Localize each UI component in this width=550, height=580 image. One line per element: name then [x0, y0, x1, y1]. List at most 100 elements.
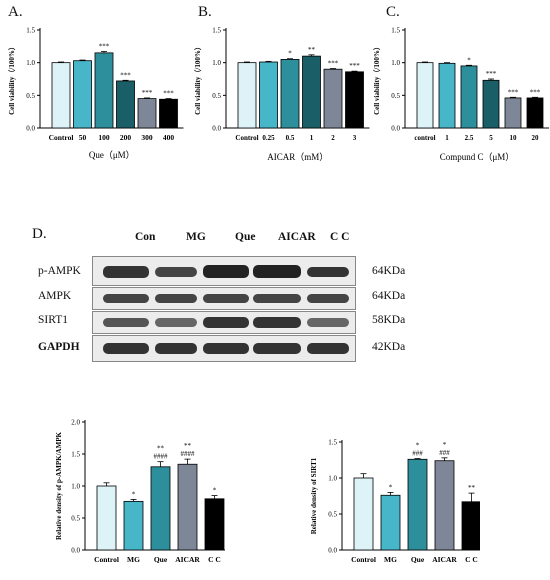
significance-label: * [132, 490, 136, 498]
x-tick-label: 0.25 [262, 134, 275, 142]
blot-label-gapdh: GAPDH [38, 341, 80, 353]
significance-label: ** [157, 445, 165, 453]
x-tick-label: 10 [510, 134, 518, 142]
chart-p-ampk-density: 0.0 0.5 1.0 1.5 2.0 Relative density of p-AMP… [55, 419, 225, 564]
y-axis-label: Cell viability（/100%） [373, 43, 381, 115]
bar [259, 61, 278, 129]
x-axis-label: Compund C（μM） [440, 152, 515, 162]
bar [177, 463, 198, 551]
bar [526, 97, 544, 129]
blot-row-p-ampk [92, 256, 356, 286]
significance-label: *** [530, 88, 541, 96]
y-tick-label: 0.0 [328, 547, 337, 555]
y-tick-label: 1.5 [391, 27, 400, 35]
y-tick-label: 1.0 [328, 475, 337, 483]
x-tick-label: control [414, 134, 435, 142]
x-tick-label: Que [154, 555, 168, 564]
x-tick-label: Control [49, 133, 74, 142]
y-tick-label: 0.5 [71, 515, 80, 523]
bar [204, 498, 225, 551]
x-tick-label: AICAR [432, 555, 457, 564]
panel-label-b: B. [198, 4, 212, 20]
significance-label: *** [508, 88, 519, 96]
bar [280, 59, 300, 129]
panel-label-a: A. [8, 4, 23, 20]
x-tick-label: Control [351, 555, 376, 564]
significance-label: * [467, 56, 471, 64]
x-tick-label: Control [235, 134, 258, 142]
x-tick-label: 100 [98, 133, 110, 142]
x-tick-label: 2.5 [465, 134, 474, 142]
lane-label-con: Con [135, 231, 156, 243]
panel-label-c: C. [386, 4, 400, 20]
significance-label: * [443, 441, 447, 449]
y-tick-label: 0.0 [212, 125, 221, 133]
bar [353, 477, 374, 551]
bar [94, 52, 114, 129]
significance-label: * [389, 483, 393, 491]
y-tick-label: 0.5 [391, 92, 400, 100]
y-axis-label: Cell viability（/100%） [8, 43, 16, 115]
x-tick-label: 2 [331, 134, 335, 142]
bar [302, 55, 321, 129]
bar [407, 458, 428, 551]
significance-label: *** [99, 43, 110, 51]
y-axis-label: Cell viability（/100%） [194, 43, 202, 115]
bar [123, 500, 144, 551]
x-tick-label: Control [94, 555, 119, 564]
blot-row-sirt1 [92, 311, 356, 334]
x-tick-label: 1 [445, 134, 449, 142]
kda-p-ampk: 64KDa [372, 265, 406, 277]
y-axis-label: Relative density of p-AMPK/AMPK [55, 431, 63, 539]
x-tick-label: 300 [141, 133, 153, 142]
x-axis-label: AICAR（mM） [267, 152, 328, 162]
y-tick-label: 0.0 [391, 125, 400, 133]
bar [137, 98, 157, 129]
bar [116, 80, 135, 129]
significance-label: ** [468, 484, 476, 492]
chart-que-viability: 0.0 0.5 1.0 1.5 Cell viability（/100%） Control… [8, 27, 184, 160]
bar [237, 62, 257, 129]
kda-ampk: 64KDa [372, 290, 406, 302]
chart-compound-c-viability: 0.0 0.5 1.0 1.5 Cell viability（/100%） control… [373, 27, 549, 162]
x-tick-label: MG [384, 555, 397, 564]
lane-label-que: Que [235, 231, 256, 243]
kda-sirt1: 58KDa [372, 314, 406, 326]
chart-aicar-viability: 0.0 0.5 1.0 1.5 Cell viability（/100%） Control… [194, 27, 370, 162]
y-tick-label: 1.5 [212, 27, 221, 35]
x-tick-label: 3 [353, 134, 357, 142]
x-tick-label: 400 [163, 133, 175, 142]
x-tick-label: 50 [79, 133, 87, 142]
significance-label: ** [308, 46, 316, 54]
x-tick-label: AICAR [175, 555, 200, 564]
x-tick-label: 20 [532, 134, 540, 142]
blot-label-ampk: AMPK [38, 290, 72, 302]
y-tick-label: 0.0 [71, 547, 80, 555]
significance-label: * [416, 442, 420, 450]
y-axis-label: Relative density of SIRT1 [310, 457, 318, 534]
y-tick-label: 1.0 [212, 59, 221, 67]
y-tick-label: 1.5 [26, 27, 35, 35]
blot-label-sirt1: SIRT1 [38, 314, 68, 326]
y-tick-label: 1.0 [26, 59, 35, 67]
significance-label: * [288, 50, 292, 58]
blot-label-p-ampk: p-AMPK [38, 265, 81, 277]
blot-row-ampk [92, 287, 356, 310]
bar [482, 79, 500, 129]
bar [323, 68, 343, 129]
bar [460, 65, 478, 129]
significance-label: * [213, 487, 217, 495]
bar [73, 60, 92, 129]
significance-label: ### [439, 449, 450, 457]
y-tick-label: 0.0 [26, 125, 35, 133]
x-tick-label: MG [127, 555, 140, 564]
bar [51, 62, 71, 129]
chart-sirt1-density: 0.0 0.5 1.0 1.5 Relative density of SIRT1 Con… [310, 439, 480, 564]
lane-label-mg: MG [186, 231, 206, 243]
panel-label-d: D. [32, 226, 47, 242]
blot-row-gapdh [92, 335, 356, 362]
x-tick-label: C C [465, 555, 478, 564]
bar [380, 494, 401, 551]
y-tick-label: 1.0 [71, 483, 80, 491]
x-tick-label: C C [208, 555, 221, 564]
